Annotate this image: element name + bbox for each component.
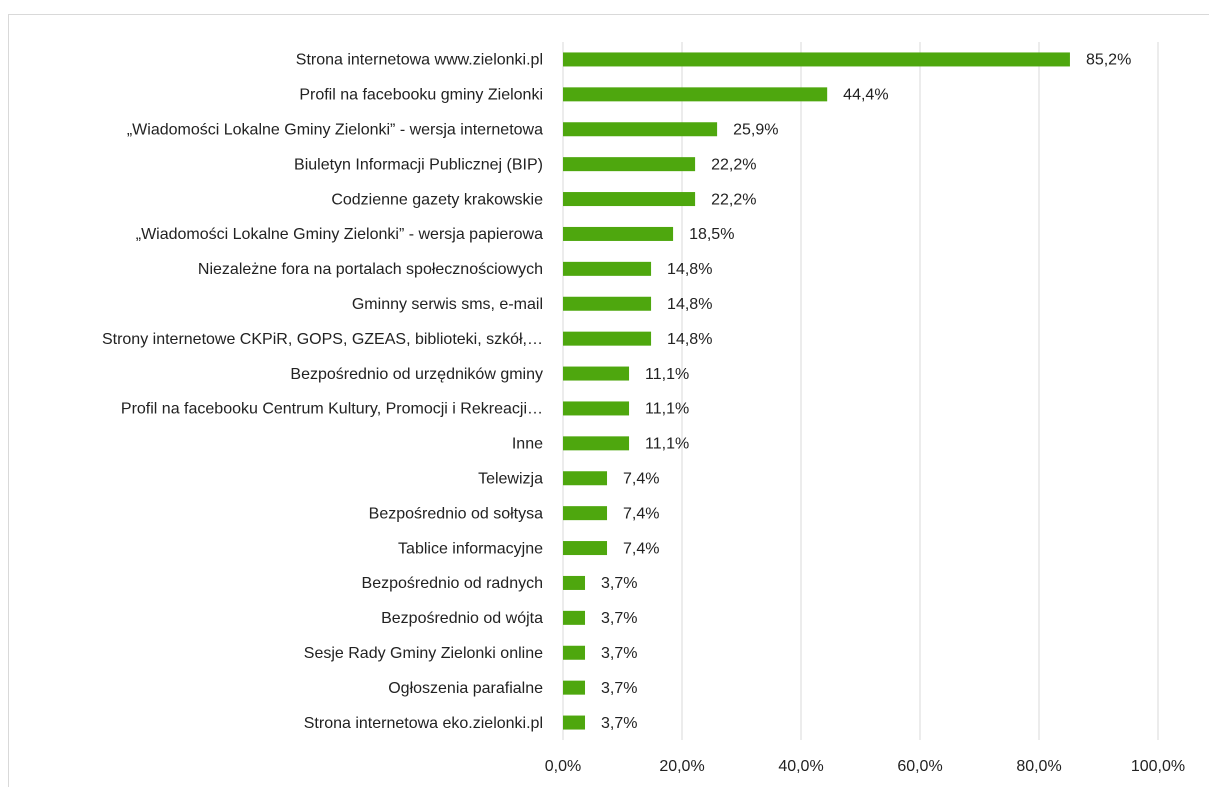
value-label: 25,9% — [733, 121, 778, 138]
category-label: Profil na facebooku Centrum Kultury, Pro… — [121, 401, 543, 418]
value-label: 3,7% — [601, 680, 637, 697]
category-label: Strona internetowa www.zielonki.pl — [296, 52, 543, 69]
category-label: „Wiadomości Lokalne Gminy Zielonki” - we… — [136, 226, 543, 243]
value-label: 44,4% — [843, 87, 888, 104]
bar — [563, 471, 608, 486]
category-label: Tablice informacyjne — [398, 540, 543, 557]
value-label: 7,4% — [623, 505, 659, 522]
bar — [563, 331, 652, 346]
bar — [563, 366, 630, 381]
value-label: 7,4% — [623, 470, 659, 487]
value-label: 85,2% — [1086, 52, 1131, 69]
chart-border — [8, 14, 1209, 787]
category-label: Bezpośrednio od urzędników gminy — [290, 366, 543, 383]
category-label: Sesje Rady Gminy Zielonki online — [304, 645, 543, 662]
value-label: 11,1% — [645, 366, 689, 383]
value-label: 11,1% — [645, 436, 689, 453]
category-label: Bezpośrednio od sołtysa — [369, 505, 543, 522]
value-label: 22,2% — [711, 191, 756, 208]
bar — [563, 226, 674, 241]
value-label: 14,8% — [667, 261, 712, 278]
category-label: Inne — [512, 436, 543, 453]
value-label: 14,8% — [667, 296, 712, 313]
category-label: Profil na facebooku gminy Zielonki — [299, 87, 543, 104]
x-tick-label: 40,0% — [778, 758, 823, 775]
bar — [563, 261, 652, 276]
value-label: 3,7% — [601, 715, 637, 732]
bar — [563, 157, 696, 172]
bar — [563, 401, 630, 416]
category-label: Gminny serwis sms, e-mail — [352, 296, 543, 313]
x-tick-label: 60,0% — [897, 758, 942, 775]
x-tick-label: 0,0% — [545, 758, 581, 775]
bar — [563, 715, 586, 730]
value-label: 14,8% — [667, 331, 712, 348]
category-label: Ogłoszenia parafialne — [388, 680, 543, 697]
value-label: 3,7% — [601, 575, 637, 592]
bar — [563, 192, 696, 207]
category-label: Niezależne fora na portalach społecznośc… — [198, 261, 543, 278]
category-label: Strony internetowe CKPiR, GOPS, GZEAS, b… — [102, 331, 543, 348]
value-label: 7,4% — [623, 540, 659, 557]
value-label: 11,1% — [645, 401, 689, 418]
x-tick-label: 100,0% — [1131, 758, 1185, 775]
category-label: Bezpośrednio od wójta — [381, 610, 543, 627]
x-tick-label: 80,0% — [1016, 758, 1061, 775]
category-label: Biuletyn Informacji Publicznej (BIP) — [294, 156, 543, 173]
bar — [563, 680, 586, 695]
category-label: Codzienne gazety krakowskie — [331, 191, 543, 208]
bar — [563, 296, 652, 311]
bar — [563, 610, 586, 625]
x-tick-label: 20,0% — [659, 758, 704, 775]
category-label: Telewizja — [478, 470, 543, 487]
value-label: 18,5% — [689, 226, 734, 243]
bar — [563, 506, 608, 521]
value-label: 3,7% — [601, 645, 637, 662]
bar — [563, 541, 608, 556]
category-label: Strona internetowa eko.zielonki.pl — [304, 715, 543, 732]
bar — [563, 645, 586, 660]
bar — [563, 436, 630, 451]
bar — [563, 87, 828, 102]
value-label: 3,7% — [601, 610, 637, 627]
bar — [563, 52, 1070, 67]
category-label: Bezpośrednio od radnych — [362, 575, 543, 592]
bar — [563, 122, 718, 137]
value-label: 22,2% — [711, 156, 756, 173]
category-label: „Wiadomości Lokalne Gminy Zielonki” - we… — [127, 121, 543, 138]
bar — [563, 575, 586, 590]
